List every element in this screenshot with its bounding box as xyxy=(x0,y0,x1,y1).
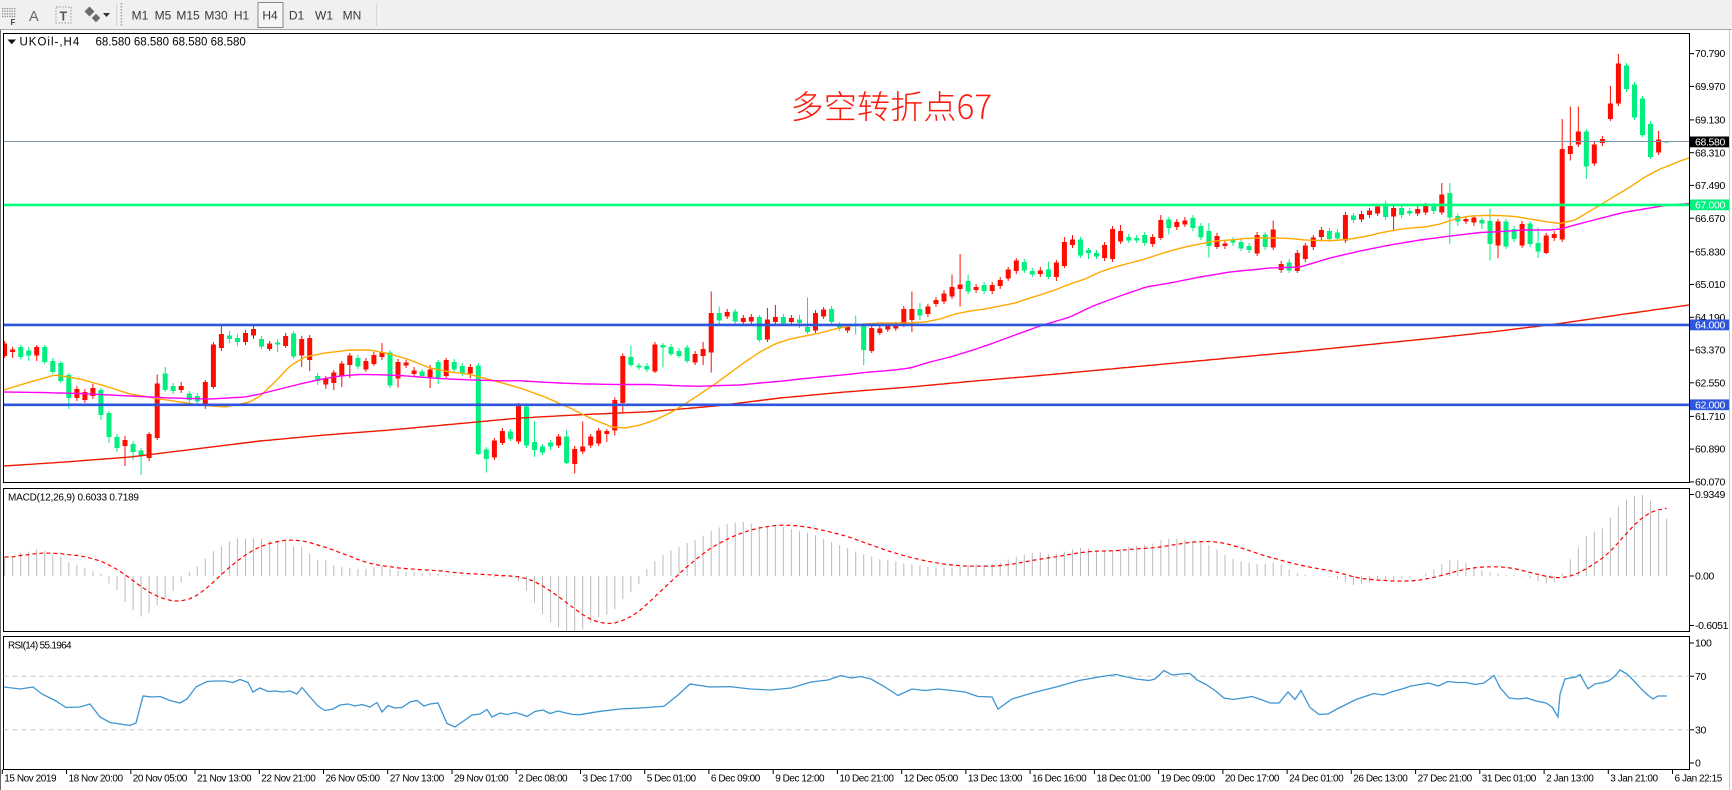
svg-text:26 Dec 13:00: 26 Dec 13:00 xyxy=(1353,774,1408,785)
svg-text:61.710: 61.710 xyxy=(1695,411,1726,423)
svg-text:68.580: 68.580 xyxy=(1695,137,1726,149)
svg-text:H1: H1 xyxy=(234,9,250,23)
svg-text:20 Dec 17:00: 20 Dec 17:00 xyxy=(1225,774,1280,785)
svg-text:3 Jan 21:00: 3 Jan 21:00 xyxy=(1610,774,1658,785)
svg-text:65.010: 65.010 xyxy=(1695,279,1726,291)
svg-text:64.000: 64.000 xyxy=(1695,320,1726,332)
svg-text:62.550: 62.550 xyxy=(1695,377,1726,389)
svg-text:D1: D1 xyxy=(289,9,305,23)
svg-text:M30: M30 xyxy=(204,9,228,23)
svg-text:W1: W1 xyxy=(315,9,333,23)
svg-text:27 Nov 13:00: 27 Nov 13:00 xyxy=(390,774,445,785)
svg-text:T: T xyxy=(60,10,68,24)
svg-text:10 Dec 21:00: 10 Dec 21:00 xyxy=(839,774,894,785)
svg-text:2 Dec 08:00: 2 Dec 08:00 xyxy=(518,774,568,785)
svg-text:6 Jan 22:15: 6 Jan 22:15 xyxy=(1675,774,1723,785)
svg-text:19 Dec 09:00: 19 Dec 09:00 xyxy=(1161,774,1216,785)
svg-text:20 Nov 05:00: 20 Nov 05:00 xyxy=(133,774,188,785)
svg-text:67.000: 67.000 xyxy=(1695,200,1726,212)
svg-text:H4: H4 xyxy=(262,9,278,23)
svg-text:68.580 68.580 68.580 68.580: 68.580 68.580 68.580 68.580 xyxy=(96,37,246,49)
svg-text:69.130: 69.130 xyxy=(1695,115,1726,127)
svg-text:21 Nov 13:00: 21 Nov 13:00 xyxy=(197,774,252,785)
svg-text:26 Nov 05:00: 26 Nov 05:00 xyxy=(326,774,381,785)
svg-text:MACD(12,26,9) 0.6033 0.7189: MACD(12,26,9) 0.6033 0.7189 xyxy=(8,493,139,504)
svg-text:70.790: 70.790 xyxy=(1695,48,1726,60)
svg-text:29 Nov 01:00: 29 Nov 01:00 xyxy=(454,774,509,785)
svg-text:60.070: 60.070 xyxy=(1695,477,1726,489)
svg-text:3 Dec 17:00: 3 Dec 17:00 xyxy=(583,774,633,785)
svg-text:M5: M5 xyxy=(155,9,172,23)
svg-text:6 Dec 09:00: 6 Dec 09:00 xyxy=(711,774,761,785)
svg-text:9 Dec 12:00: 9 Dec 12:00 xyxy=(775,774,825,785)
svg-text:18 Dec 01:00: 18 Dec 01:00 xyxy=(1096,774,1151,785)
svg-text:M1: M1 xyxy=(132,9,149,23)
svg-text:30: 30 xyxy=(1695,724,1706,736)
svg-text:5 Dec 01:00: 5 Dec 01:00 xyxy=(647,774,697,785)
svg-text:UKOil-,H4: UKOil-,H4 xyxy=(20,37,81,49)
svg-text:13 Dec 13:00: 13 Dec 13:00 xyxy=(968,774,1023,785)
svg-text:100: 100 xyxy=(1695,638,1712,650)
svg-text:66.670: 66.670 xyxy=(1695,213,1726,225)
svg-text:MN: MN xyxy=(343,9,362,23)
svg-text:0.9349: 0.9349 xyxy=(1695,489,1726,501)
svg-text:27 Dec 21:00: 27 Dec 21:00 xyxy=(1418,774,1473,785)
svg-text:15 Nov 2019: 15 Nov 2019 xyxy=(4,774,57,785)
svg-text:70: 70 xyxy=(1695,671,1706,683)
svg-text:31 Dec 01:00: 31 Dec 01:00 xyxy=(1482,774,1537,785)
svg-text:RSI(14) 55.1964: RSI(14) 55.1964 xyxy=(8,641,72,652)
svg-text:62.000: 62.000 xyxy=(1695,399,1726,411)
svg-text:24 Dec 01:00: 24 Dec 01:00 xyxy=(1289,774,1344,785)
svg-text:F: F xyxy=(11,18,16,27)
svg-text:60.890: 60.890 xyxy=(1695,444,1726,456)
svg-text:69.970: 69.970 xyxy=(1695,81,1726,93)
svg-text:-0.6051: -0.6051 xyxy=(1695,620,1729,632)
svg-text:16 Dec 16:00: 16 Dec 16:00 xyxy=(1032,774,1087,785)
svg-text:0.00: 0.00 xyxy=(1695,571,1715,583)
svg-text:67.490: 67.490 xyxy=(1695,180,1726,192)
svg-text:63.370: 63.370 xyxy=(1695,345,1726,357)
svg-text:12 Dec 05:00: 12 Dec 05:00 xyxy=(904,774,959,785)
svg-text:A: A xyxy=(29,9,39,25)
svg-text:65.830: 65.830 xyxy=(1695,246,1726,258)
svg-text:22 Nov 21:00: 22 Nov 21:00 xyxy=(261,774,316,785)
svg-text:18 Nov 20:00: 18 Nov 20:00 xyxy=(69,774,124,785)
svg-text:0: 0 xyxy=(1695,758,1701,770)
svg-text:68.310: 68.310 xyxy=(1695,147,1726,159)
svg-text:M15: M15 xyxy=(176,9,200,23)
svg-text:2 Jan 13:00: 2 Jan 13:00 xyxy=(1546,774,1594,785)
